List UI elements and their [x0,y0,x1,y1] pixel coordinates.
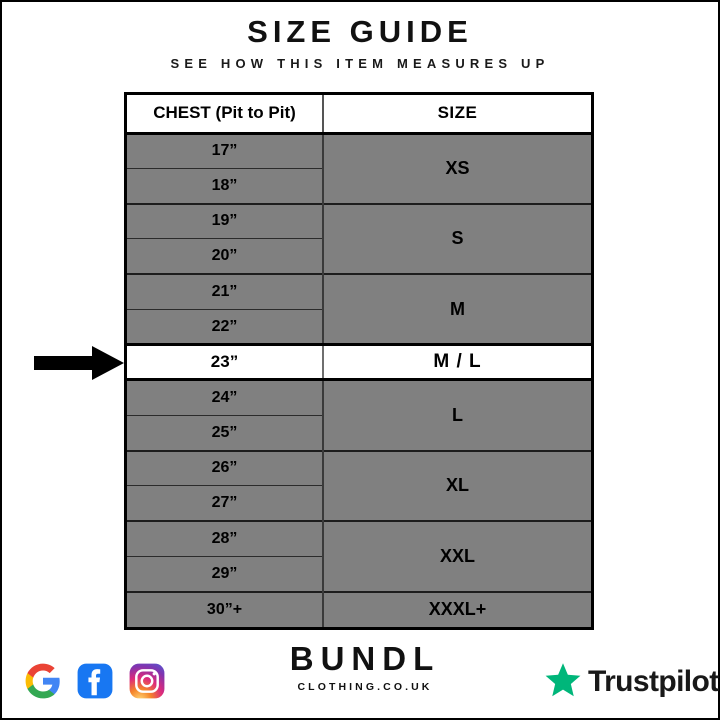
cell-chest: 17” [127,133,324,169]
trustpilot-logo[interactable]: Trustpilot [545,662,719,702]
right-arrow-indicator [34,346,124,380]
table-row: 23” M / L [127,343,591,382]
trustpilot-star-icon [545,662,581,702]
cell-chest: 24” [127,378,324,416]
cell-chest: 25” [127,414,324,451]
cell-chest: 26” [127,449,324,486]
cell-chest: 18” [127,167,324,204]
table-row: 29” [127,555,591,592]
size-table: CHEST (Pit to Pit) SIZE 17” XS 18” 19” S 20” 2… [127,95,591,627]
table-header-row: CHEST (Pit to Pit) SIZE [127,95,591,135]
column-header-chest: CHEST (Pit to Pit) [127,95,324,135]
table-row: 21” M [127,273,591,345]
table-row: 19” S [127,202,591,275]
size-table-head: CHEST (Pit to Pit) SIZE [127,95,591,135]
cell-chest: 29” [127,555,324,592]
table-row: 30”+ XXXL+ [127,590,591,627]
column-header-size: SIZE [323,95,591,135]
column-header-size-label: SIZE [437,103,478,123]
cell-size: XL [323,449,591,522]
table-row: 28” XXL [127,520,591,592]
table-row: 22” [127,308,591,345]
table-row: 25” [127,414,591,451]
table-row: 26” XL [127,449,591,522]
brand-logo: BUNDL CLOTHING.CO.UK [270,640,460,693]
cell-chest: 28” [127,520,324,557]
size-table-container: CHEST (Pit to Pit) SIZE 17” XS 18” 19” S 20” 2… [124,92,594,630]
table-row: 24” L [127,378,591,451]
cell-chest: 22” [127,308,324,345]
social-icons-group [24,662,166,700]
cell-chest: 19” [127,202,324,239]
cell-size: S [323,202,591,275]
google-icon[interactable] [24,662,62,700]
cell-chest: 23” [127,343,324,382]
facebook-icon[interactable] [76,662,114,700]
cell-size: XS [323,133,591,204]
cell-size: L [323,378,591,451]
cell-chest: 30”+ [127,590,324,627]
table-row: 17” XS [127,133,591,204]
cell-size: M / L [323,343,591,382]
brand-name: BUNDL [289,640,441,677]
cell-chest: 21” [127,273,324,310]
table-row: 18” [127,167,591,204]
cell-chest: 27” [127,485,324,522]
cell-size: M [323,273,591,345]
trustpilot-wordmark: Trustpilot [588,665,719,698]
page-title: SIZE GUIDE [247,14,473,49]
brand-domain: CLOTHING.CO.UK [297,680,433,693]
cell-size: XXXL+ [323,590,591,627]
table-row: 27” [127,485,591,522]
size-table-body: 17” XS 18” 19” S 20” 21” M 22” 23” M / L 24” L 25” 26”… [127,133,591,627]
cell-chest: 20” [127,238,324,275]
column-header-chest-label: CHEST (Pit to Pit) [153,103,296,123]
cell-size: XXL [323,520,591,592]
page-subtitle: SEE HOW THIS ITEM MEASURES UP [170,56,550,71]
table-row: 20” [127,238,591,275]
instagram-icon[interactable] [128,662,166,700]
